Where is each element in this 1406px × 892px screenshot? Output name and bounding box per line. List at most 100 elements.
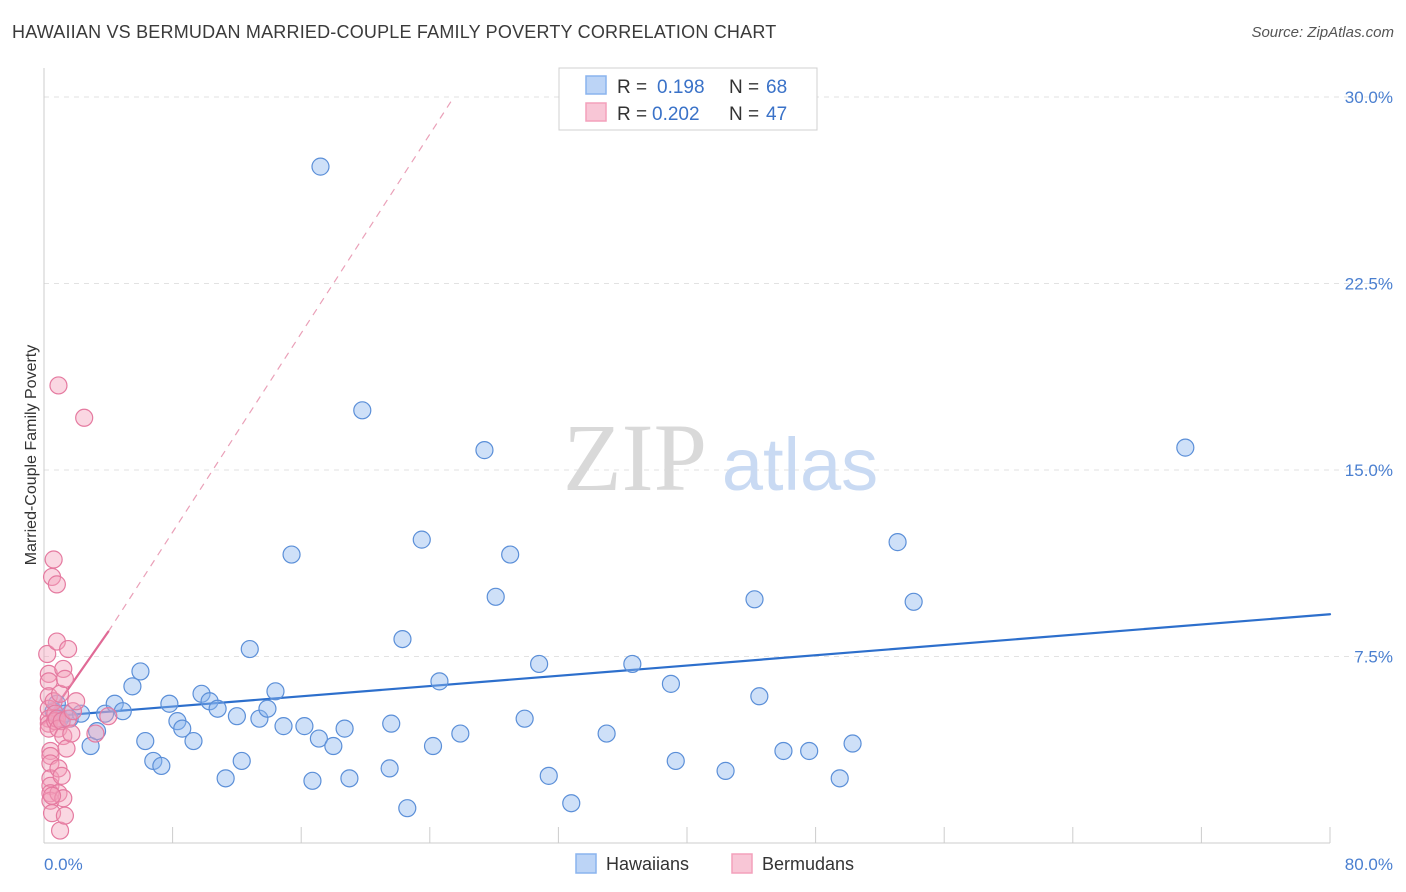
point-hawaiians-57 — [661, 674, 681, 693]
point-hawaiians-49 — [486, 587, 505, 606]
point-bermudans-40 — [63, 702, 83, 721]
point-hawaiians-42 — [393, 629, 412, 649]
y-tick-label-0: 7.5% — [1354, 648, 1393, 667]
point-bermudans-43 — [49, 376, 68, 395]
series-hawaiians — [44, 157, 1195, 818]
x-tick-label-0: 0.0% — [44, 855, 83, 874]
point-hawaiians-54 — [562, 794, 581, 813]
watermark-zip: ZIP — [563, 404, 707, 511]
point-hawaiians-38 — [340, 769, 359, 788]
trend-line-hawaiians — [50, 613, 1332, 718]
point-bermudans-38 — [59, 639, 78, 659]
x-tick-label-1: 80.0% — [1345, 855, 1393, 874]
bottom-legend-swatch-hawaiians — [575, 853, 597, 874]
y-axis-label: Married-Couple Family Poverty — [23, 345, 40, 566]
point-bermudans-39 — [62, 724, 81, 743]
legend-n-label-hawaiians: N = — [729, 77, 759, 98]
point-hawaiians-28 — [258, 699, 277, 718]
point-hawaiians-61 — [750, 687, 769, 706]
point-hawaiians-40 — [380, 759, 399, 778]
point-hawaiians-68 — [1176, 438, 1195, 457]
point-hawaiians-62 — [774, 741, 793, 761]
point-hawaiians-29 — [266, 682, 285, 701]
point-hawaiians-45 — [423, 736, 443, 756]
y-tick-label-2: 22.5% — [1345, 275, 1393, 294]
chart-title: HAWAIIAN VS BERMUDAN MARRIED-COUPLE FAMI… — [12, 22, 777, 42]
point-hawaiians-55 — [597, 724, 616, 743]
point-bermudans-3 — [39, 687, 58, 706]
axes — [43, 68, 1331, 844]
point-hawaiians-44 — [412, 530, 431, 549]
legend-r-label-bermudans: R = — [617, 104, 647, 125]
data-points — [38, 157, 1195, 840]
point-hawaiians-56 — [623, 654, 642, 674]
legend-n-value-hawaiians: 68 — [766, 77, 787, 98]
point-hawaiians-11 — [123, 677, 142, 696]
point-bermudans-44 — [75, 408, 94, 427]
point-hawaiians-46 — [430, 672, 449, 691]
point-hawaiians-19 — [184, 731, 203, 751]
point-bermudans-21 — [47, 575, 66, 594]
point-hawaiians-60 — [745, 590, 764, 609]
legend-n-value-bermudans: 47 — [766, 104, 787, 125]
watermark: ZIP atlas — [563, 404, 878, 511]
point-hawaiians-30 — [274, 717, 293, 736]
bottom-legend-label-hawaiians: Hawaiians — [606, 854, 689, 874]
point-bermudans-34 — [55, 669, 74, 688]
point-hawaiians-64 — [830, 769, 849, 788]
legend-r-value-bermudans: 0.202 — [652, 104, 700, 125]
point-hawaiians-18 — [173, 719, 192, 738]
point-hawaiians-53 — [539, 766, 558, 785]
chart-source: Source: ZipAtlas.com — [1251, 24, 1394, 41]
point-hawaiians-26 — [240, 639, 259, 659]
trend-dashed-bermudans — [107, 96, 455, 632]
point-hawaiians-67 — [904, 592, 923, 611]
point-hawaiians-37 — [335, 719, 354, 738]
point-bermudans-29 — [52, 766, 71, 785]
point-hawaiians-63 — [800, 741, 819, 761]
point-hawaiians-25 — [232, 751, 251, 771]
trend-line-bermudans — [42, 630, 110, 725]
point-bermudans-45 — [86, 724, 105, 743]
legend-swatch-bermudans — [585, 102, 607, 122]
point-bermudans-17 — [44, 550, 63, 569]
trend-lines — [42, 96, 1332, 725]
legend-n-label-bermudans: N = — [729, 104, 759, 125]
legend-r-value-hawaiians: 0.198 — [657, 77, 705, 98]
point-hawaiians-22 — [208, 699, 227, 718]
point-hawaiians-15 — [152, 756, 171, 776]
point-hawaiians-36 — [324, 736, 343, 756]
watermark-atlas: atlas — [722, 423, 878, 506]
y-tick-label-3: 30.0% — [1345, 88, 1393, 107]
point-hawaiians-48 — [475, 441, 494, 460]
point-hawaiians-10 — [113, 702, 132, 721]
bottom-legend-label-bermudans: Bermudans — [762, 854, 854, 874]
point-hawaiians-52 — [530, 654, 549, 674]
y-tick-label-1: 15.0% — [1345, 461, 1393, 480]
point-hawaiians-24 — [227, 707, 246, 726]
point-hawaiians-58 — [666, 751, 685, 771]
bottom-legend-swatch-bermudans — [731, 853, 753, 874]
point-hawaiians-41 — [382, 714, 401, 733]
point-hawaiians-13 — [136, 731, 155, 751]
point-bermudans-35 — [55, 806, 74, 825]
point-hawaiians-32 — [295, 717, 314, 736]
legend-box: R = 0.198 N = 68 R = 0.202 N = 47 — [558, 67, 818, 131]
point-hawaiians-23 — [216, 769, 235, 788]
point-hawaiians-8 — [95, 704, 115, 723]
point-hawaiians-50 — [501, 545, 520, 564]
point-bermudans-41 — [67, 692, 86, 711]
point-bermudans-46 — [99, 707, 118, 726]
point-hawaiians-31 — [282, 545, 301, 564]
point-hawaiians-39 — [353, 401, 372, 420]
legend-r-label-hawaiians: R = — [617, 77, 647, 98]
point-hawaiians-66 — [888, 533, 907, 552]
point-hawaiians-51 — [515, 709, 534, 728]
point-hawaiians-35 — [311, 157, 330, 176]
tick-labels: 7.5% 15.0% 22.5% 30.0% 0.0% 80.0% — [44, 88, 1393, 874]
point-hawaiians-16 — [160, 694, 179, 713]
point-hawaiians-65 — [843, 734, 862, 753]
point-hawaiians-33 — [303, 771, 322, 790]
bottom-legend: Hawaiians Bermudans — [575, 853, 854, 874]
